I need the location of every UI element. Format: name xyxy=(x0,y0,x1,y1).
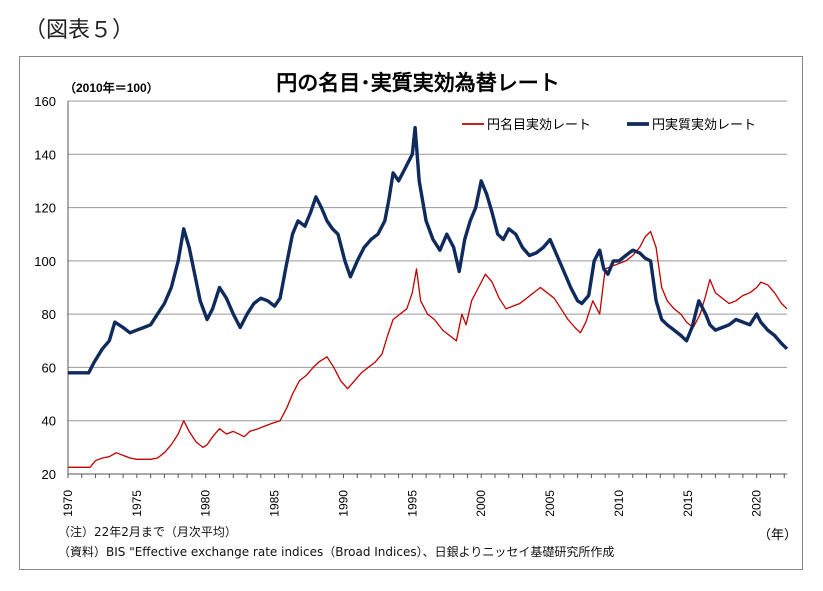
chart-subtitle: （2010年＝100） xyxy=(64,80,159,95)
y-tick-label: 160 xyxy=(34,94,56,109)
y-tick-label: 80 xyxy=(42,307,56,322)
x-tick-label: 2010 xyxy=(612,490,626,517)
y-tick-label: 60 xyxy=(42,360,56,375)
y-tick-label: 140 xyxy=(34,147,56,162)
real-rate-line xyxy=(68,125,789,375)
y-tick-label: 120 xyxy=(34,201,56,216)
chart-frame xyxy=(19,56,803,570)
x-tick-label: 1980 xyxy=(199,490,213,517)
y-tick-label: 40 xyxy=(42,414,56,429)
x-tick-label: 1970 xyxy=(61,490,75,517)
series-lines xyxy=(68,125,789,468)
figure-label: （図表５） xyxy=(24,18,135,43)
x-tick-label: 1990 xyxy=(336,490,350,517)
note-source: （資料）BIS "Effective exchange rate indices… xyxy=(58,545,615,559)
x-tick-label: 2020 xyxy=(750,490,764,517)
x-tick-label: 1985 xyxy=(268,490,282,517)
x-tick-label: 2000 xyxy=(474,490,488,517)
x-tick-label: 2015 xyxy=(681,490,695,517)
x-tick-label: 2005 xyxy=(543,490,557,517)
x-tick-label: 1995 xyxy=(405,490,419,517)
x-tick-label: 1975 xyxy=(130,490,144,517)
legend: 円名目実効レート 円実質実効レート xyxy=(462,117,756,133)
note-period: （注）22年2月まで（月次平均） xyxy=(58,525,237,539)
y-tick-label: 20 xyxy=(42,467,56,482)
legend-label: 円実質実効レート xyxy=(652,117,756,133)
y-tick-label: 100 xyxy=(34,254,56,269)
x-axis-unit-label: （年） xyxy=(758,528,797,543)
axes: 20 40 60 80 100 120 140 160 1970 1975 1980 1985 1990… xyxy=(34,94,787,517)
grid xyxy=(68,100,787,475)
legend-label: 円名目実効レート xyxy=(487,117,591,133)
chart-title: 円の名目･実質実効為替レート xyxy=(276,71,560,95)
nominal-rate-line xyxy=(68,230,788,468)
